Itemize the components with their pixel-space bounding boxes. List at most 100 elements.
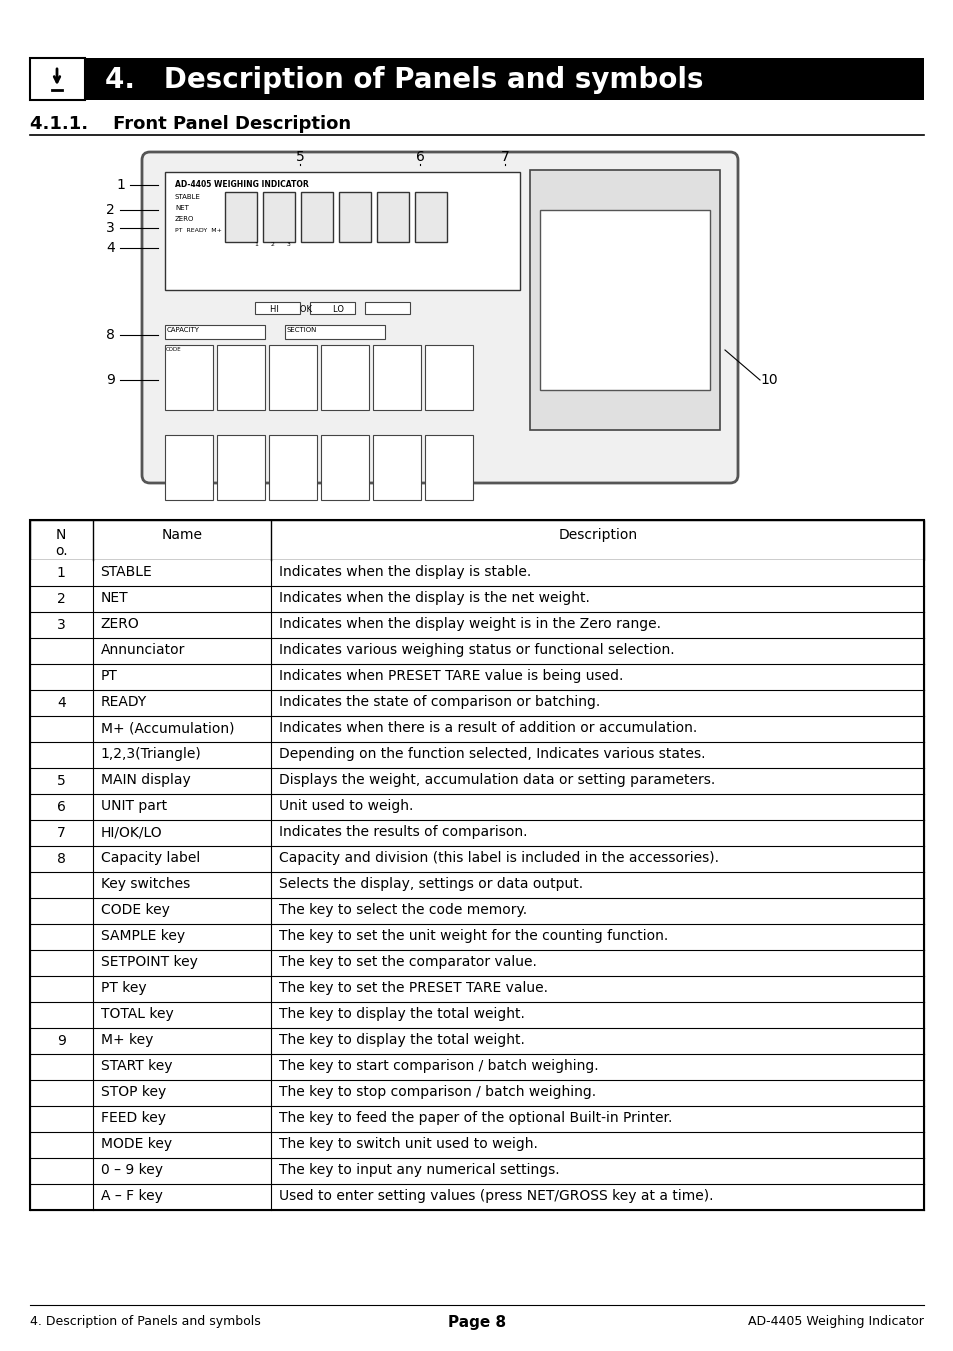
Bar [301,192,333,242]
Bar [254,303,299,313]
Bar [373,345,420,409]
Text: 4: 4 [106,240,115,255]
Text: 5: 5 [295,150,304,163]
Text: Key switches: Key switches [100,877,190,892]
Bar [424,435,473,500]
Text: READY: READY [100,694,147,709]
Bar [165,172,519,290]
Text: 0 – 9 key: 0 – 9 key [100,1163,162,1177]
Bar [225,192,256,242]
Text: Annunciator: Annunciator [100,643,185,657]
Bar [30,1079,923,1106]
Bar [30,898,923,924]
Text: The key to set the comparator value.: The key to set the comparator value. [279,955,537,969]
Bar [30,1002,923,1028]
Text: Unit used to weigh.: Unit used to weigh. [279,798,414,813]
FancyBboxPatch shape [142,153,738,484]
Text: HI        OK        LO: HI OK LO [270,305,344,313]
Text: Indicates various weighing status or functional selection.: Indicates various weighing status or fun… [279,643,675,657]
Text: The key to feed the paper of the optional Built-in Printer.: The key to feed the paper of the optiona… [279,1111,672,1125]
Bar [30,767,923,794]
Bar [30,820,923,846]
Text: 10: 10 [760,373,777,386]
Bar [530,170,720,430]
Text: The key to switch unit used to weigh.: The key to switch unit used to weigh. [279,1138,537,1151]
Bar [263,192,294,242]
Bar [30,586,923,612]
Text: 4. Description of Panels and symbols: 4. Description of Panels and symbols [30,1315,260,1328]
Text: 1: 1 [57,566,66,580]
Text: 3: 3 [106,222,115,235]
Text: Indicates when there is a result of addition or accumulation.: Indicates when there is a result of addi… [279,721,697,735]
Text: 7: 7 [500,150,509,163]
Text: Name: Name [161,528,202,542]
Bar [30,716,923,742]
Text: Indicates when PRESET TARE value is being used.: Indicates when PRESET TARE value is bein… [279,669,623,684]
Text: MODE key: MODE key [100,1138,172,1151]
Bar [30,1106,923,1132]
Text: CAPACITY: CAPACITY [167,327,200,332]
Text: 4: 4 [57,696,66,711]
Text: TOTAL key: TOTAL key [100,1006,173,1021]
Bar [373,435,420,500]
Text: A – F key: A – F key [100,1189,162,1202]
Text: 4.   Description of Panels and symbols: 4. Description of Panels and symbols [105,66,702,95]
Text: UNIT part: UNIT part [100,798,167,813]
Text: Indicates when the display weight is in the Zero range.: Indicates when the display weight is in … [279,617,660,631]
Text: The key to input any numerical settings.: The key to input any numerical settings. [279,1163,559,1177]
Text: 6: 6 [57,800,66,815]
Text: 8: 8 [57,852,66,866]
Text: PT key: PT key [100,981,146,994]
Bar [30,690,923,716]
Bar [376,192,409,242]
Bar [310,303,355,313]
Text: Indicates the state of comparison or batching.: Indicates the state of comparison or bat… [279,694,600,709]
Text: Displays the weight, accumulation data or setting parameters.: Displays the weight, accumulation data o… [279,773,715,788]
Text: START key: START key [100,1059,172,1073]
Text: AD-4405 Weighing Indicator: AD-4405 Weighing Indicator [747,1315,923,1328]
Bar [30,846,923,871]
Text: STABLE: STABLE [174,195,201,200]
Text: Indicates when the display is the net weight.: Indicates when the display is the net we… [279,590,590,605]
Bar [216,435,265,500]
Text: PT  READY  M+: PT READY M+ [174,228,222,232]
Text: The key to set the unit weight for the counting function.: The key to set the unit weight for the c… [279,929,668,943]
Text: N
o.: N o. [55,528,68,558]
Bar [30,663,923,690]
Bar [285,326,385,339]
Bar [30,794,923,820]
Text: ZERO: ZERO [174,216,194,222]
Text: Description: Description [558,528,637,542]
Bar [85,58,923,100]
Text: SECTION: SECTION [287,327,317,332]
Text: HI/OK/LO: HI/OK/LO [100,825,162,839]
Bar [30,1183,923,1210]
Text: 9: 9 [57,1034,66,1048]
Text: STABLE: STABLE [100,565,152,580]
Text: The key to select the code memory.: The key to select the code memory. [279,902,527,917]
Bar [415,192,447,242]
Text: Selects the display, settings or data output.: Selects the display, settings or data ou… [279,877,583,892]
Bar [30,520,923,1210]
Bar [30,1054,923,1079]
Text: Page 8: Page 8 [448,1315,505,1329]
Text: 2: 2 [57,592,66,607]
Text: 9: 9 [106,373,115,386]
Text: MAIN display: MAIN display [100,773,191,788]
Text: STOP key: STOP key [100,1085,166,1098]
Bar [539,209,709,390]
Bar [269,435,316,500]
Text: The key to display the total weight.: The key to display the total weight. [279,1034,525,1047]
Bar [30,975,923,1002]
Text: 1: 1 [116,178,125,192]
Bar [338,192,371,242]
Bar [30,871,923,898]
Bar [269,345,316,409]
Bar [216,345,265,409]
Text: 5: 5 [57,774,66,788]
Bar [30,924,923,950]
Text: Depending on the function selected, Indicates various states.: Depending on the function selected, Indi… [279,747,705,761]
Text: NET: NET [174,205,189,211]
Text: FEED key: FEED key [100,1111,166,1125]
Bar [30,950,923,975]
